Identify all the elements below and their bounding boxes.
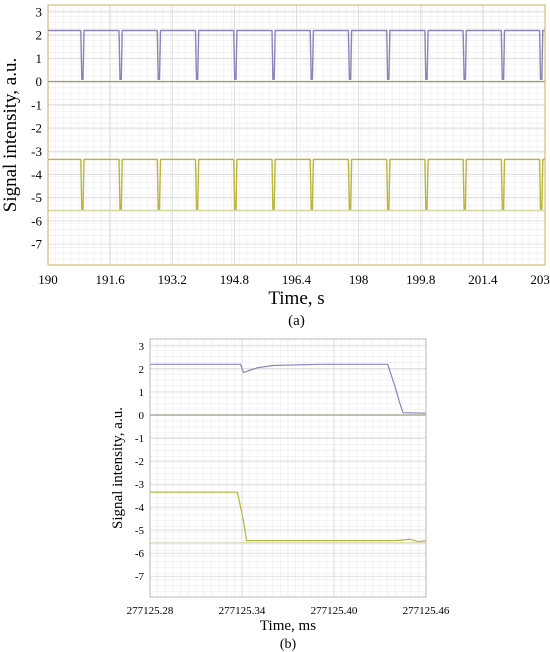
x-tick-label: 194.8 (220, 272, 249, 287)
x-axis-label: Time, ms (260, 618, 316, 634)
y-tick-label: -2 (135, 456, 144, 468)
y-tick-label: -1 (31, 97, 42, 112)
y-tick-label: 3 (139, 341, 145, 353)
panel-label: (b) (280, 637, 297, 652)
x-axis-label: Time, s (268, 288, 324, 309)
y-tick-label: -4 (135, 502, 145, 514)
series-line-3 (150, 491, 427, 543)
x-tick-label: 191.6 (96, 272, 126, 287)
x-tick-labels: 190 191.6 193.2 194.8 196.4 198 199.8 201.4 203.… (38, 272, 550, 287)
y-axis-label: Signal intensity, a.u. (0, 58, 21, 212)
series-group (150, 363, 427, 544)
y-tick-label: -6 (31, 213, 42, 228)
grid (149, 338, 427, 598)
x-tick-label: 193.2 (158, 272, 187, 287)
x-tick-label: 201.4 (468, 272, 498, 287)
y-tick-label: -7 (31, 237, 42, 252)
plot-frame (149, 338, 427, 598)
y-tick-label: -2 (31, 121, 42, 136)
series-line-1 (150, 363, 427, 414)
y-tick-label: -1 (135, 433, 144, 445)
x-tick-label: 190 (38, 272, 58, 287)
x-tick-label: 198 (349, 272, 369, 287)
y-tick-label: 2 (36, 28, 43, 43)
x-tick-label: 277125.40 (311, 605, 358, 617)
x-tick-label: 196.4 (282, 272, 312, 287)
y-tick-label: -5 (31, 190, 42, 205)
series-line-1 (48, 29, 545, 81)
y-tick-label: -6 (135, 548, 145, 560)
plot-frame (47, 4, 546, 266)
y-tick-label: 1 (139, 387, 145, 399)
x-tick-label: 199.8 (406, 272, 435, 287)
y-tick-label: 3 (36, 5, 43, 20)
y-tick-label: 1 (36, 51, 43, 66)
y-tick-label: -3 (135, 479, 145, 491)
y-tick-label: 0 (36, 74, 43, 89)
y-tick-labels: 3 2 1 0 -1 -2 -3 -4 -5 -6 -7 (135, 341, 145, 583)
y-tick-label: -5 (135, 525, 145, 537)
panel-a: 3 2 1 0 -1 -2 -3 -4 -5 -6 -7 190 191.6 193.2 194.8 196… (0, 4, 550, 329)
x-tick-label: 277125.46 (403, 605, 450, 617)
x-tick-label: 203.0 (530, 272, 550, 287)
y-tick-label: -7 (135, 571, 145, 583)
y-tick-label: -3 (31, 144, 42, 159)
x-tick-labels: 277125.28 277125.34 277125.40 277125.46 (127, 605, 450, 617)
panel-label: (a) (288, 313, 305, 329)
x-tick-label: 277125.28 (127, 605, 174, 617)
y-axis-label: Signal intensity, a.u. (110, 407, 126, 529)
grid (47, 4, 546, 266)
y-tick-label: 2 (139, 364, 145, 376)
series-group (48, 29, 545, 212)
y-tick-label: 0 (139, 410, 145, 422)
x-tick-label: 277125.34 (219, 605, 266, 617)
series-line-3 (48, 158, 545, 211)
y-tick-labels: 3 2 1 0 -1 -2 -3 -4 -5 -6 -7 (31, 5, 42, 252)
y-tick-label: -4 (31, 167, 42, 182)
